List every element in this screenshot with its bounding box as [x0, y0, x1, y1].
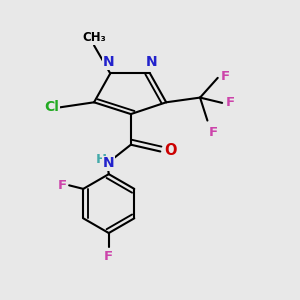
Text: F: F — [104, 250, 113, 262]
Text: Cl: Cl — [44, 100, 59, 114]
Text: N: N — [103, 55, 115, 69]
Text: O: O — [164, 143, 177, 158]
Text: F: F — [58, 179, 67, 192]
Text: F: F — [226, 96, 235, 110]
Text: CH₃: CH₃ — [82, 31, 106, 44]
Text: N: N — [102, 156, 114, 170]
Text: H: H — [95, 153, 106, 166]
Text: F: F — [221, 70, 230, 83]
Text: N: N — [146, 55, 157, 69]
Text: F: F — [209, 126, 218, 139]
